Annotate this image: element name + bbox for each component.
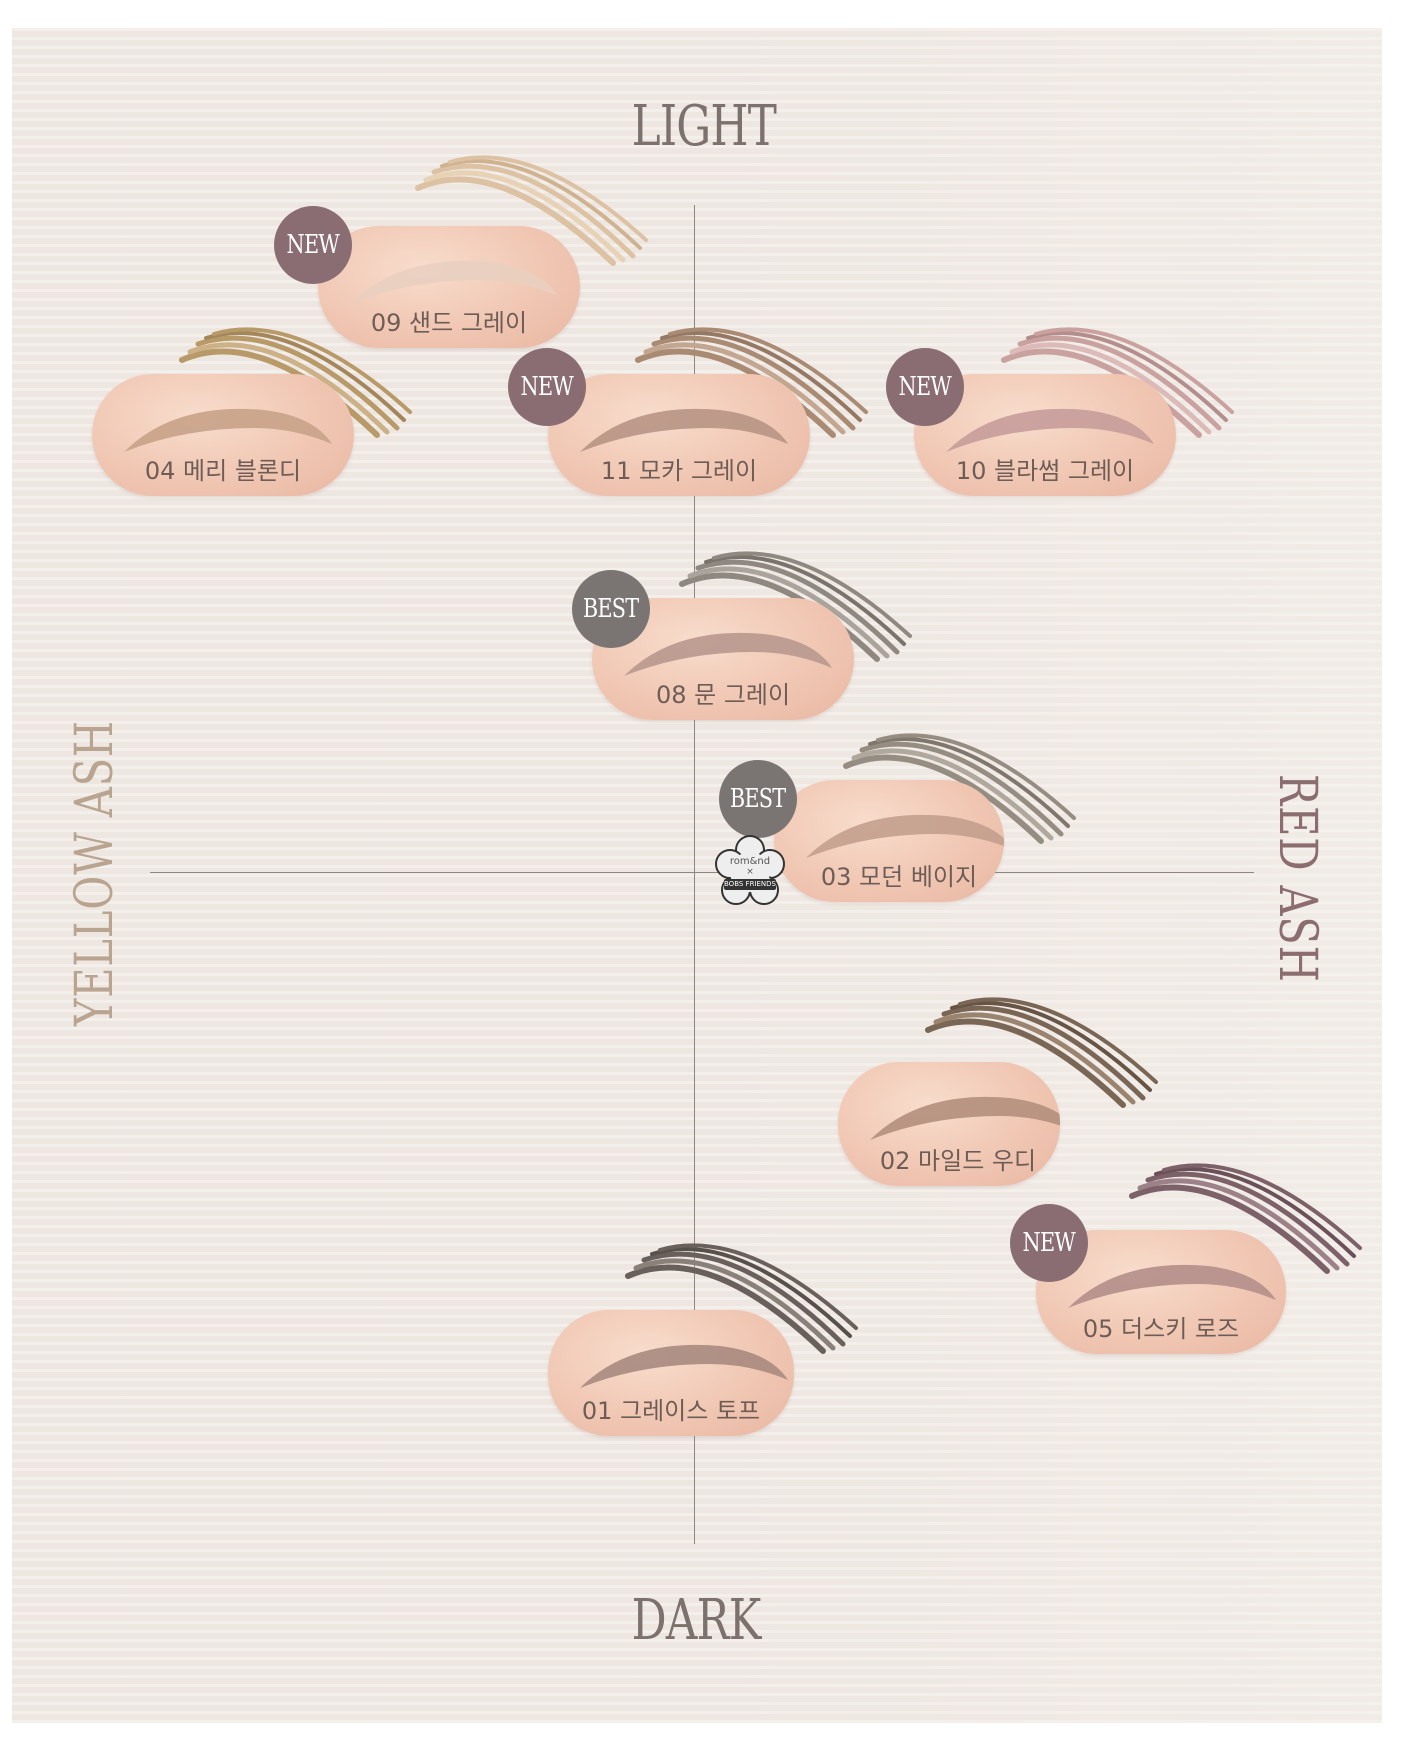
brow-09 [350, 260, 558, 304]
brow-03 [806, 814, 1004, 858]
axis-label-left: YELLOW ASH [65, 720, 125, 1026]
product-pill-03: 03 모던 베이지 [774, 780, 1004, 902]
product-pill-04: 04 메리 블론디 [92, 374, 354, 496]
product-09[interactable]: 09 샌드 그레이 NEW [274, 155, 648, 348]
collab-logo: rom&nd × BOBS FRIENDS [712, 834, 788, 910]
product-label-01: 01 그레이스 토프 [581, 1397, 761, 1425]
product-03[interactable]: 03 모던 베이지 BEST rom&nd × BOBS FRIENDS [715, 733, 1076, 905]
brush-swatch-09 [415, 155, 648, 266]
product-label-09: 09 샌드 그레이 [370, 309, 528, 337]
axis-label-top: LIGHT [631, 94, 777, 159]
product-pill-09: 09 샌드 그레이 [318, 226, 580, 348]
product-label-05: 05 더스키 로즈 [1082, 1315, 1240, 1343]
brow-01 [580, 1344, 788, 1388]
vertical-axis-line [694, 205, 695, 1544]
brush-swatch-01 [625, 1243, 858, 1354]
badge-new-10: NEW [886, 348, 964, 426]
brow-05 [1068, 1264, 1276, 1308]
product-pill-05: 05 더스키 로즈 [1036, 1230, 1286, 1354]
brow-10 [946, 408, 1154, 452]
shade-map-canvas: LIGHT DARK YELLOW ASH RED ASH 09 샌드 그레이 … [12, 28, 1382, 1723]
product-pill-11: 11 모카 그레이 [548, 374, 810, 496]
brush-swatch-02 [925, 997, 1158, 1108]
collab-brand-text: rom&nd [729, 856, 771, 867]
product-05[interactable]: 05 더스키 로즈 NEW [1010, 1163, 1362, 1354]
badge-best-08: BEST [572, 570, 650, 648]
collab-x-text: × [746, 867, 754, 877]
product-label-02: 02 마일드 우디 [879, 1147, 1037, 1175]
product-04[interactable]: 04 메리 블론디 [92, 327, 412, 496]
brow-04 [124, 408, 332, 452]
product-label-11: 11 모카 그레이 [600, 457, 758, 485]
product-label-04: 04 메리 블론디 [144, 457, 302, 485]
product-pill-01: 01 그레이스 토프 [548, 1310, 794, 1436]
product-label-10: 10 블라썸 그레이 [955, 457, 1135, 485]
brow-08 [624, 632, 832, 676]
product-label-03: 03 모던 베이지 [820, 863, 978, 891]
product-11[interactable]: 11 모카 그레이 NEW [508, 327, 868, 496]
axis-label-right: RED ASH [1267, 774, 1327, 983]
badge-new-05: NEW [1010, 1204, 1088, 1282]
badge-new-11: NEW [508, 348, 586, 426]
badge-new-09: NEW [274, 206, 352, 284]
collab-partner-text: BOBS FRIENDS [724, 879, 776, 890]
badge-best-03: BEST [719, 760, 797, 838]
product-pill-02: 02 마일드 우디 [838, 1062, 1060, 1186]
brow-11 [580, 408, 788, 452]
axis-label-bottom: DARK [631, 1588, 762, 1653]
brush-swatch-05 [1129, 1163, 1362, 1274]
product-label-08: 08 문 그레이 [655, 681, 791, 709]
brow-02 [870, 1096, 1060, 1140]
product-08[interactable]: 08 문 그레이 BEST [572, 551, 912, 720]
product-02[interactable]: 02 마일드 우디 [838, 997, 1158, 1186]
product-01[interactable]: 01 그레이스 토프 [548, 1243, 858, 1436]
product-10[interactable]: 10 블라썸 그레이 NEW [886, 327, 1234, 496]
brush-swatch-03 [843, 733, 1076, 844]
horizontal-axis-line [150, 872, 1254, 873]
